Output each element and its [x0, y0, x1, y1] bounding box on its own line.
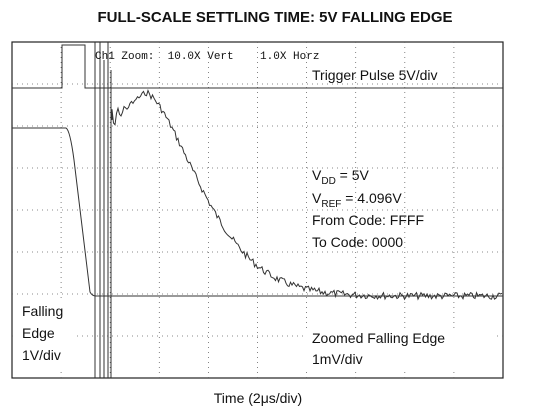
falling-label: 1V/div — [22, 347, 61, 363]
vref-sub: REF — [321, 199, 341, 210]
title: FULL-SCALE SETTLING TIME: 5V FALLING EDG… — [98, 9, 453, 26]
vdd-rest: = 5V — [336, 167, 370, 183]
trigger-label: Trigger Pulse 5V/div — [312, 67, 438, 83]
page: FULL-SCALE SETTLING TIME: 5V FALLING EDG… — [0, 0, 551, 415]
vdd-sub: DD — [321, 176, 335, 187]
vdd-label: VDD = 5V — [312, 167, 370, 187]
from-code: From Code: FFFF — [312, 212, 424, 228]
vref-rest: = 4.096V — [341, 190, 402, 206]
zoomed-label: Zoomed Falling Edge — [312, 330, 445, 346]
scope-header: Ch1 Zoom: 10.0X Vert 1.0X Horz — [95, 51, 319, 63]
to-code: To Code: 0000 — [312, 234, 403, 250]
falling-label: Falling — [22, 303, 63, 319]
x-axis-label: Time (2μs/div) — [214, 390, 302, 406]
falling-label: Edge — [22, 325, 55, 341]
figure: FULL-SCALE SETTLING TIME: 5V FALLING EDG… — [0, 0, 551, 415]
vref-label: VREF = 4.096V — [312, 190, 402, 210]
zoomed-label: 1mV/div — [312, 351, 363, 367]
grid — [12, 42, 503, 378]
